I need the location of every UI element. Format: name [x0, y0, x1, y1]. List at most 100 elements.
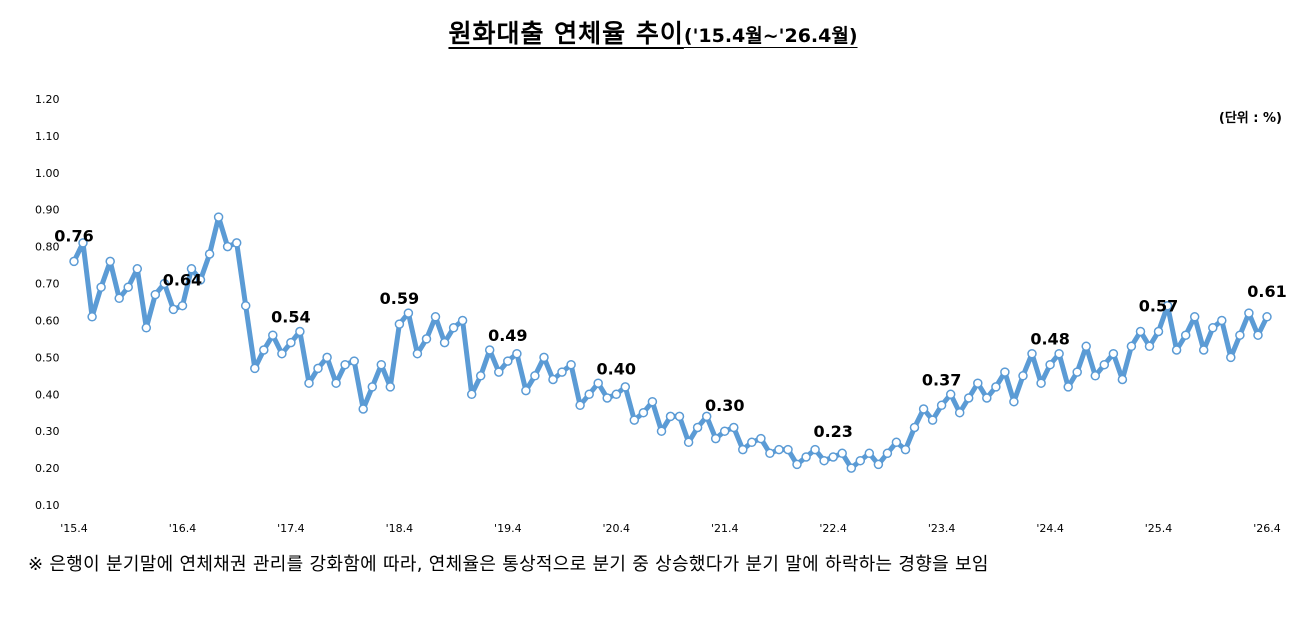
data-point [286, 337, 296, 348]
x-tick-label: '23.4 [928, 522, 956, 535]
data-point [909, 422, 920, 433]
data-point [837, 448, 847, 459]
data-point [304, 378, 314, 388]
data-point [963, 393, 974, 403]
x-tick-label: '21.4 [711, 522, 739, 535]
data-point [945, 389, 956, 400]
data-point [367, 382, 378, 392]
data-point [105, 256, 115, 267]
data-point [177, 300, 188, 311]
data-point [1208, 323, 1218, 333]
data-point [918, 404, 929, 414]
data-point [412, 348, 423, 359]
y-tick-label: 0.80 [35, 241, 60, 254]
data-point [1099, 359, 1110, 370]
data-point [213, 212, 224, 222]
data-point [340, 359, 350, 370]
y-tick-label: 0.90 [35, 204, 60, 217]
data-point [566, 359, 576, 370]
x-tick-label: '22.4 [819, 522, 847, 535]
data-point [665, 411, 676, 422]
y-tick-label: 1.00 [35, 167, 60, 180]
data-point [1162, 300, 1173, 311]
data-point [123, 282, 133, 292]
data-point [439, 337, 450, 348]
data-point [1027, 348, 1037, 359]
data-point [430, 312, 441, 322]
data-point [132, 264, 143, 274]
line-chart: 0.10 0.20 0.30 0.40 0.50 0.60 0.70 0.80 0.90 1.00… [35, 93, 1287, 535]
data-point [250, 363, 260, 374]
data-point [982, 393, 992, 403]
data-point [240, 300, 251, 311]
x-tick-label: '16.4 [169, 522, 197, 535]
y-tick-label: 0.30 [35, 425, 60, 438]
data-point [611, 389, 622, 400]
x-tick-label: '15.4 [60, 522, 88, 535]
chart-title: 원화대출 연체율 추이('15.4월~'26.4월) [0, 14, 1306, 50]
data-point [403, 308, 414, 318]
data-label: 0.54 [271, 308, 310, 327]
data-point [503, 356, 513, 366]
data-point [150, 289, 161, 300]
data-point [69, 256, 79, 267]
data-point [828, 452, 838, 462]
data-point [719, 426, 730, 436]
data-point [692, 422, 703, 433]
data-point [277, 348, 287, 359]
y-tick-label: 0.70 [35, 278, 60, 291]
data-label: 0.48 [1030, 330, 1069, 349]
data-point [973, 378, 983, 388]
data-point [1235, 330, 1245, 340]
data-point [1081, 341, 1091, 352]
data-point [620, 382, 631, 392]
data-point [557, 367, 567, 377]
data-point [1063, 382, 1073, 392]
data-point [1135, 326, 1146, 337]
data-point [1171, 345, 1182, 355]
data-point [313, 363, 323, 374]
data-point [1036, 378, 1046, 388]
unit-label: (단위 : %) [1218, 111, 1282, 126]
data-point [385, 382, 396, 392]
data-point [747, 437, 757, 448]
data-point [1072, 367, 1082, 377]
data-point [1180, 330, 1191, 340]
data-point [584, 389, 594, 400]
marker-layer [69, 212, 1272, 473]
data-point [927, 415, 938, 425]
data-point [864, 448, 875, 459]
data-point [765, 448, 775, 459]
data-label: 0.64 [163, 271, 202, 290]
y-tick-label: 0.40 [35, 388, 60, 401]
data-point [701, 411, 712, 422]
data-point [349, 356, 359, 366]
data-label: 0.57 [1139, 297, 1178, 316]
data-point [1198, 345, 1209, 355]
data-point [855, 455, 866, 466]
data-point [647, 396, 658, 407]
data-point [638, 407, 649, 418]
data-point [729, 422, 739, 433]
data-point [783, 444, 793, 455]
data-point [475, 371, 486, 381]
data-point [1226, 352, 1236, 363]
data-point [602, 393, 612, 403]
label-layer: 0.76 0.64 0.54 0.59 0.49 0.40 0.30 0.23 0.37 0.48… [54, 226, 1286, 441]
data-label: 0.37 [922, 370, 961, 389]
data-point [87, 312, 97, 322]
data-label: 0.61 [1247, 282, 1286, 301]
data-point [78, 238, 88, 248]
x-tick-label: '26.4 [1253, 522, 1281, 535]
axis-layer: 0.10 0.20 0.30 0.40 0.50 0.60 0.70 0.80 0.90 1.00… [35, 93, 1281, 535]
data-point [222, 241, 233, 252]
data-point [448, 323, 459, 333]
data-point [792, 459, 802, 470]
data-point [259, 345, 269, 355]
data-point [539, 352, 549, 363]
data-point [756, 433, 766, 444]
data-point [376, 359, 387, 370]
x-tick-label: '20.4 [603, 522, 631, 535]
data-point [674, 411, 685, 422]
data-point [521, 385, 531, 396]
